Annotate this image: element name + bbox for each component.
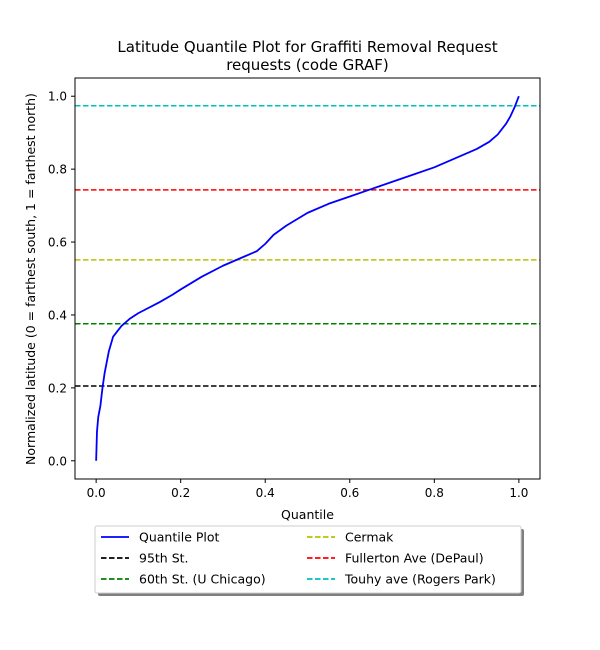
legend: Quantile Plot 95th St. 60th St. (U Chicago… xyxy=(94,525,524,596)
x-tick-label: 0.0 xyxy=(87,486,106,500)
x-axis: 0.0 0.2 0.4 0.6 0.8 1.0 xyxy=(87,479,528,500)
x-tick-label: 0.2 xyxy=(171,486,190,500)
legend-label: Touhy ave (Rogers Park) xyxy=(344,572,496,587)
legend-label: Cermak xyxy=(345,530,394,545)
plot-area xyxy=(75,95,540,461)
legend-label: Quantile Plot xyxy=(139,530,220,545)
y-axis-label: Normalized latitude (0 = farthest south,… xyxy=(23,93,38,465)
legend-label: 95th St. xyxy=(139,551,189,566)
chart-title-line2: requests (code GRAF) xyxy=(226,56,389,74)
legend-label: 60th St. (U Chicago) xyxy=(139,572,266,587)
x-axis-label: Quantile xyxy=(281,507,334,522)
legend-items: Quantile Plot 95th St. 60th St. (U Chicago… xyxy=(101,530,496,587)
y-tick-label: 0.6 xyxy=(48,236,67,250)
x-tick-label: 0.6 xyxy=(340,486,359,500)
quantile-line xyxy=(95,95,520,461)
plot-frame xyxy=(74,77,541,480)
y-tick-label: 0.2 xyxy=(48,381,67,395)
y-tick-label: 0.0 xyxy=(48,454,67,468)
y-tick-label: 0.8 xyxy=(48,163,67,177)
y-tick-label: 1.0 xyxy=(48,90,67,104)
chart-title-line1: Latitude Quantile Plot for Graffiti Remo… xyxy=(117,38,497,56)
y-tick-label: 0.4 xyxy=(48,308,67,322)
x-tick-label: 0.4 xyxy=(256,486,275,500)
x-tick-label: 0.8 xyxy=(425,486,444,500)
legend-label: Fullerton Ave (DePaul) xyxy=(345,551,484,566)
x-tick-label: 1.0 xyxy=(509,486,528,500)
y-axis: 0.0 0.2 0.4 0.6 0.8 1.0 xyxy=(48,90,75,468)
legend-box xyxy=(94,525,522,594)
